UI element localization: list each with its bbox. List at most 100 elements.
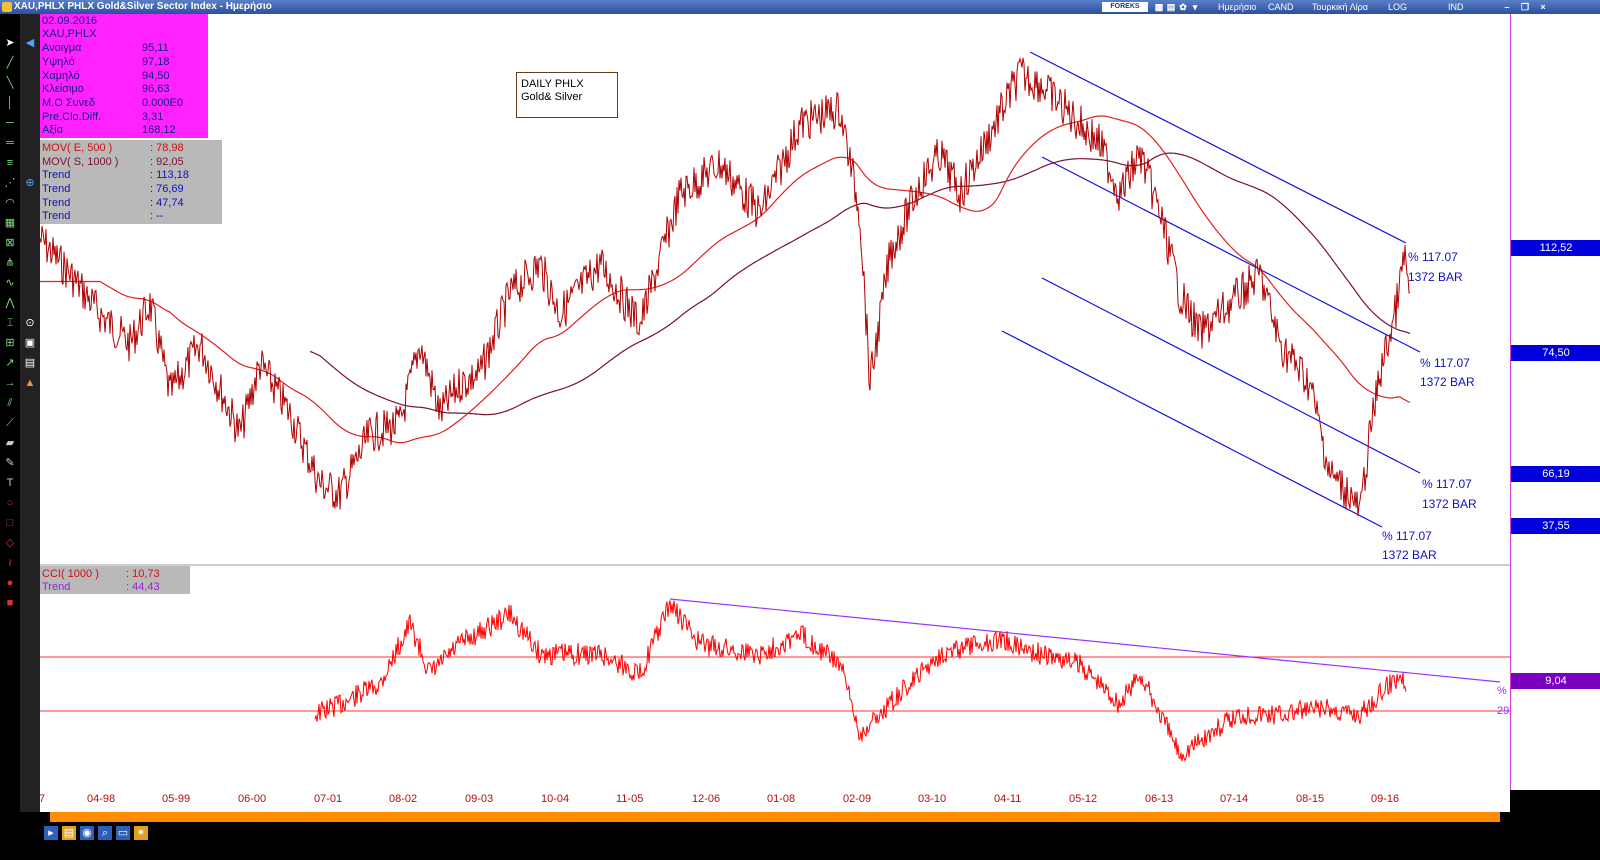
chart-note[interactable]: DAILY PHLX Gold& Silver bbox=[516, 72, 618, 118]
trendline-tool-icon[interactable]: ╲ bbox=[6, 77, 14, 89]
magnify-icon[interactable]: ⊙ bbox=[25, 317, 35, 329]
legend-trend3-label: Trend bbox=[42, 197, 71, 209]
search-icon[interactable]: ⌕ bbox=[98, 826, 112, 840]
filled-ellipse-icon[interactable]: ● bbox=[6, 577, 14, 589]
x-tick-3: 06-00 bbox=[238, 793, 267, 805]
price-axis[interactable]: 112,52 74,50 66,19 37,55 9,04 bbox=[1510, 14, 1600, 790]
gann-tool-icon[interactable]: ⊠ bbox=[5, 237, 15, 249]
ma-500-line bbox=[40, 115, 1411, 444]
arc-tool-icon[interactable]: ◠ bbox=[5, 197, 15, 209]
vertical-line-icon[interactable]: │ bbox=[6, 97, 14, 109]
info-close-value: 96,63 bbox=[142, 83, 170, 95]
price-chart-svg[interactable]: % 117.07 1372 BAR % 117.07 1372 BAR % 11… bbox=[39, 14, 1510, 790]
star-icon[interactable]: ✶ bbox=[134, 826, 148, 840]
info-volume-label: Μ.Ο Συνεδ bbox=[42, 97, 96, 109]
zoom-in-icon[interactable]: ◀ bbox=[25, 37, 35, 49]
bracket-tool-icon[interactable]: ⌶ bbox=[6, 317, 14, 329]
x-tick-6: 09-03 bbox=[465, 793, 494, 805]
save-icon[interactable]: ▤ bbox=[62, 826, 76, 840]
x-tick-5: 08-02 bbox=[389, 793, 418, 805]
chart-icon[interactable]: ▤ bbox=[1166, 2, 1176, 12]
open-folder-icon[interactable]: ▸ bbox=[44, 826, 58, 840]
save-template-icon[interactable]: ▤ bbox=[24, 357, 36, 369]
period-selector[interactable]: Ημερήσιο bbox=[1218, 2, 1257, 12]
grid-icon[interactable]: ▦ bbox=[1154, 2, 1164, 12]
scroll-right-icon[interactable] bbox=[1500, 812, 1510, 822]
info-close-label: Κλείσιμο bbox=[42, 83, 84, 95]
price-label-37: 37,55 bbox=[1511, 518, 1600, 534]
cci-trend-num: 29 bbox=[1497, 705, 1509, 717]
database-icon[interactable]: ◉ bbox=[80, 826, 94, 840]
grid-tool-icon[interactable]: ▦ bbox=[4, 217, 16, 229]
restore-icon[interactable]: ❐ bbox=[1520, 2, 1530, 12]
info-high-value: 97,18 bbox=[142, 56, 170, 68]
date-axis[interactable]: 7 04-98 05-99 06-00 07-01 08-02 09-03 10… bbox=[39, 790, 1510, 812]
price-series bbox=[39, 56, 1411, 516]
slash-tool-icon[interactable]: ⟋ bbox=[6, 417, 14, 429]
ray-tool-icon[interactable]: ↗ bbox=[5, 357, 15, 369]
chart-area[interactable]: % 117.07 1372 BAR % 117.07 1372 BAR % 11… bbox=[39, 14, 1510, 790]
x-tick-1: 04-98 bbox=[87, 793, 116, 805]
curve-tool-icon[interactable]: ≀ bbox=[7, 557, 13, 569]
text-tool-icon[interactable]: T bbox=[6, 477, 14, 489]
eraser-icon[interactable]: ▰ bbox=[5, 437, 15, 449]
minimize-icon[interactable]: – bbox=[1504, 2, 1510, 12]
secondary-toolbar: ◀ ⊕ ⊙ ▣ ▤ ▲ bbox=[20, 14, 40, 812]
arrow-icon[interactable]: ▾ bbox=[1192, 2, 1198, 12]
window-title: XAU,PHLX PHLX Gold&Silver Sector Index -… bbox=[14, 1, 272, 12]
lock-icon[interactable]: ▣ bbox=[24, 337, 36, 349]
x-tick-17: 08-15 bbox=[1296, 793, 1325, 805]
cci-trend-value: : 44,43 bbox=[126, 581, 160, 593]
x-tick-11: 02-09 bbox=[843, 793, 872, 805]
cycle-tool-icon[interactable]: ⊞ bbox=[5, 337, 15, 349]
horizontal-line-icon[interactable]: ─ bbox=[6, 117, 14, 129]
zigzag-tool-icon[interactable]: ⋀ bbox=[5, 297, 15, 309]
x-tick-14: 05-12 bbox=[1069, 793, 1098, 805]
alert-icon[interactable]: ▲ bbox=[24, 377, 36, 389]
bottom-toolbar: ▸ ▤ ◉ ⌕ ▭ ✶ bbox=[0, 822, 1600, 860]
line-tool-icon[interactable]: ╱ bbox=[6, 57, 14, 69]
cci-legend: CCI( 1000 ): 10,73 Trend: 44,43 bbox=[40, 566, 190, 594]
info-value-value: 168,12 bbox=[142, 124, 176, 136]
scale-selector[interactable]: LOG bbox=[1388, 2, 1408, 12]
wave-tool-icon[interactable]: ∿ bbox=[5, 277, 15, 289]
x-tick-10: 01-08 bbox=[767, 793, 796, 805]
currency-selector[interactable]: Τουρκική Λίρα bbox=[1312, 2, 1368, 12]
x-tick-16: 07-14 bbox=[1220, 793, 1249, 805]
fib-tool-icon[interactable]: ≡ bbox=[6, 157, 14, 169]
x-tick-9: 12-06 bbox=[692, 793, 721, 805]
settings-icon[interactable]: ✿ bbox=[1179, 2, 1187, 12]
pitchfork-icon[interactable]: ⋔ bbox=[5, 257, 15, 269]
channel-tool-icon[interactable]: ═ bbox=[6, 137, 14, 149]
horizontal-scrollbar[interactable] bbox=[40, 812, 1510, 822]
info-high-label: Υψηλό bbox=[42, 56, 75, 68]
cci-trend-line bbox=[669, 598, 1501, 683]
arrow-tool-icon[interactable]: → bbox=[4, 377, 16, 389]
channel-top-line bbox=[1029, 51, 1407, 244]
ellipse-tool-icon[interactable]: ○ bbox=[6, 497, 14, 509]
close-icon[interactable]: × bbox=[1540, 2, 1546, 12]
chart-type-selector[interactable]: CAND bbox=[1268, 2, 1294, 12]
rectangle-tool-icon[interactable]: □ bbox=[6, 517, 14, 529]
parallel-tool-icon[interactable]: ⫽ bbox=[7, 397, 13, 409]
magnet-icon[interactable]: ⊕ bbox=[25, 177, 35, 189]
app-icon bbox=[2, 2, 12, 12]
fan-tool-icon[interactable]: ⋰ bbox=[4, 177, 16, 189]
scroll-left-icon[interactable] bbox=[40, 812, 50, 822]
info-prediff-label: Pre.Clo.Diff. bbox=[42, 111, 102, 123]
pen-icon[interactable]: ✎ bbox=[5, 457, 15, 469]
x-tick-12: 03-10 bbox=[918, 793, 947, 805]
price-label-112: 112,52 bbox=[1511, 240, 1600, 256]
filled-rect-icon[interactable]: ■ bbox=[6, 597, 14, 609]
legend-trend1-value: : 113,18 bbox=[150, 169, 189, 181]
indicator-selector[interactable]: IND bbox=[1448, 2, 1464, 12]
document-icon[interactable]: ▭ bbox=[116, 826, 130, 840]
info-symbol: XAU,PHLX bbox=[42, 28, 97, 40]
pointer-icon[interactable]: ➤ bbox=[5, 37, 15, 49]
legend-trend4-value: : -- bbox=[150, 210, 164, 222]
info-low-value: 94,50 bbox=[142, 70, 170, 82]
x-tick-2: 05-99 bbox=[162, 793, 191, 805]
x-tick-18: 09-16 bbox=[1371, 793, 1400, 805]
drawing-toolbar: ➤ ╱ ╲ │ ─ ═ ≡ ⋰ ◠ ▦ ⊠ ⋔ ∿ ⋀ ⌶ ⊞ ↗ → ⫽ ⟋ … bbox=[0, 14, 20, 812]
polygon-tool-icon[interactable]: ◇ bbox=[5, 537, 15, 549]
